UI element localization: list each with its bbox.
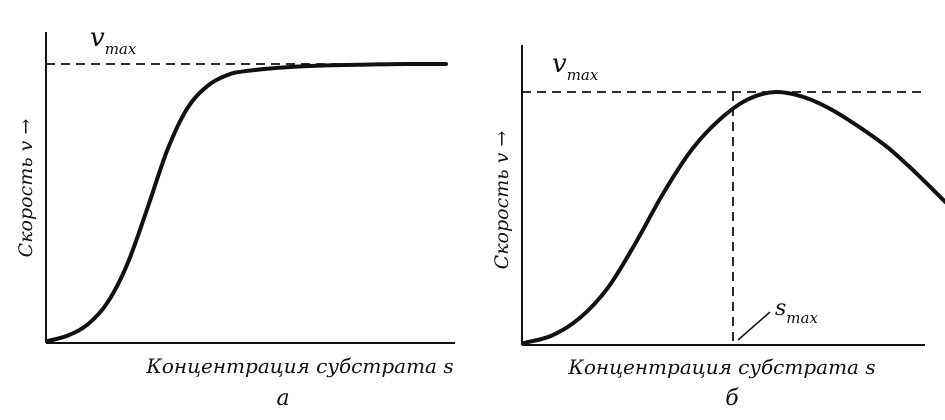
panel-b-y-label: Скорость v → [491, 131, 513, 270]
panel-a-x-label: Концентрация субстрата s [145, 354, 453, 378]
panel-a-letter: а [276, 386, 289, 411]
panel-b-letter: б [725, 386, 739, 411]
panel-a-vmax-label: vmax [90, 23, 137, 58]
panel-b-smax-label: smax [775, 296, 818, 327]
panel-b: vmax smax Скорость v → Концентрация субс… [491, 45, 945, 411]
panel-a-curve [46, 61, 448, 343]
panel-a-y-arrow: → [15, 119, 37, 135]
panel-a: vmax Скорость v → Концентрация субстрата… [15, 23, 455, 411]
panel-b-smax-leader [737, 311, 771, 341]
panel-b-vmax-label: vmax [552, 49, 599, 84]
panel-b-curve [522, 89, 945, 345]
panel-b-x-label: Концентрация субстрата s [567, 355, 875, 379]
panel-b-y-arrow: → [491, 131, 513, 147]
panel-a-y-label: Скорость v → [15, 119, 37, 258]
